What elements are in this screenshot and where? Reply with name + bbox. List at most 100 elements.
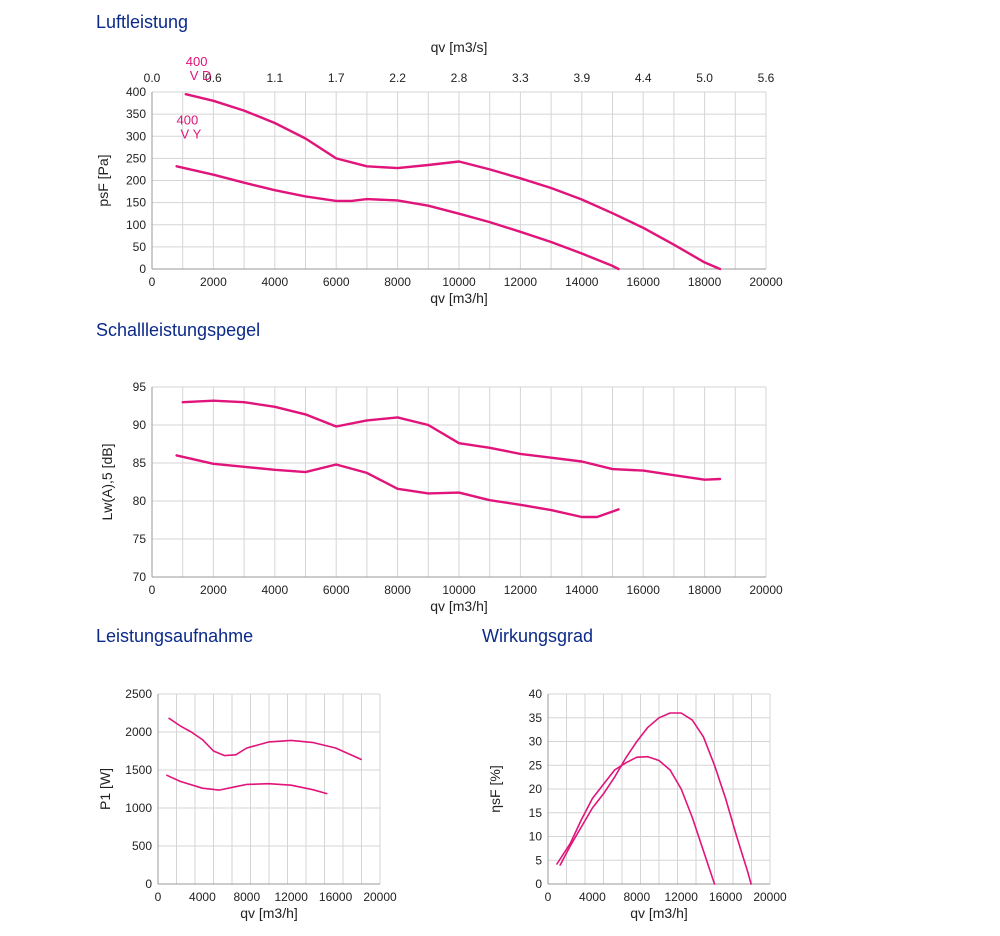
y-axis-label: ηsF [%]	[487, 765, 503, 812]
x2-tick-label: 2.8	[451, 71, 468, 85]
y-tick-label: 10	[529, 830, 543, 844]
y-tick-label: 0	[139, 262, 146, 276]
chart-wirkungsgrad: 0 4000 8000 12000 16000 20000 0 5 10 15 20 25 30 35 40…	[487, 687, 787, 921]
x-tick-label: 0	[545, 890, 552, 904]
x-tick-label: 20000	[749, 583, 783, 597]
series-line	[168, 717, 362, 761]
title-schallleistungspegel: Schallleistungspegel	[96, 320, 261, 340]
y-tick-label: 20	[529, 782, 543, 796]
y-tick-label: 0	[535, 877, 542, 891]
x2-tick-label: 2.2	[389, 71, 406, 85]
x-tick-label: 6000	[323, 583, 350, 597]
chart-luftleistung: 0 2000 4000 6000 8000 10000 12000 14000 16000 180…	[95, 39, 783, 306]
x-tick-label: 12000	[275, 890, 309, 904]
y-axis-label: psF [Pa]	[95, 154, 111, 206]
y-tick-label: 15	[529, 806, 543, 820]
x-tick-label: 12000	[504, 583, 538, 597]
x2-tick-label: 5.0	[696, 71, 713, 85]
x2-tick-label: 5.6	[758, 71, 775, 85]
x-tick-label: 0	[155, 890, 162, 904]
series-line	[559, 712, 752, 885]
x-tick-label: 0	[149, 275, 156, 289]
x-tick-label: 18000	[688, 583, 722, 597]
y-tick-label: 150	[126, 196, 146, 210]
x-tick-label: 18000	[688, 275, 722, 289]
y-tick-label: 2500	[125, 687, 152, 701]
y-tick-label: 1000	[125, 801, 152, 815]
title-luftleistung: Luftleistung	[96, 12, 189, 32]
y-tick-label: 35	[529, 711, 543, 725]
y-tick-label: 25	[529, 758, 543, 772]
x-tick-label: 12000	[665, 890, 699, 904]
y-tick-label: 70	[133, 570, 147, 584]
series-line	[175, 454, 620, 519]
title-leistungsaufnahme: Leistungsaufnahme	[96, 626, 254, 646]
y-tick-label: 300	[126, 129, 146, 143]
x-tick-label: 16000	[319, 890, 353, 904]
x-tick-label: 16000	[627, 583, 661, 597]
x-tick-label: 4000	[261, 275, 288, 289]
series-line	[166, 774, 328, 795]
x-tick-label: 8000	[233, 890, 260, 904]
title-wirkungsgrad: Wirkungsgrad	[482, 626, 594, 646]
x-tick-label: 14000	[565, 275, 599, 289]
x-tick-label: 2000	[200, 275, 227, 289]
series-label: V D	[190, 68, 212, 83]
x-tick-label: 4000	[261, 583, 288, 597]
x-tick-label: 20000	[753, 890, 787, 904]
x-axis-label: qv [m3/h]	[430, 290, 488, 306]
x-tick-label: 8000	[384, 275, 411, 289]
y-tick-label: 200	[126, 174, 146, 188]
x-tick-label: 16000	[709, 890, 743, 904]
x-tick-label: 20000	[749, 275, 783, 289]
series-line	[175, 165, 620, 271]
y-tick-label: 30	[529, 735, 543, 749]
y-tick-label: 40	[529, 687, 543, 701]
y-tick-label: 85	[133, 456, 147, 470]
x-axis-label: qv [m3/h]	[630, 905, 688, 921]
x-tick-label: 2000	[200, 583, 227, 597]
y-tick-label: 80	[133, 494, 147, 508]
x2-axis-label: qv [m3/s]	[431, 39, 488, 55]
series-line	[184, 93, 722, 271]
x-tick-label: 4000	[189, 890, 216, 904]
x2-tick-label: 1.7	[328, 71, 345, 85]
y-tick-label: 1500	[125, 763, 152, 777]
y-tick-label: 75	[133, 532, 147, 546]
series-line	[556, 755, 716, 885]
x2-tick-label: 3.9	[573, 71, 590, 85]
y-tick-label: 95	[133, 380, 147, 394]
y-axis-label: P1 [W]	[97, 768, 113, 810]
chart-leistungsaufnahme: 0 4000 8000 12000 16000 20000 0 500 1000 1500 2000…	[97, 687, 397, 921]
x-tick-label: 14000	[565, 583, 599, 597]
x-axis-label: qv [m3/h]	[240, 905, 298, 921]
x-tick-label: 8000	[384, 583, 411, 597]
y-tick-label: 100	[126, 218, 146, 232]
series-label: V Y	[181, 126, 202, 141]
x-axis-label: qv [m3/h]	[430, 598, 488, 614]
x2-tick-label: 1.1	[266, 71, 283, 85]
y-tick-label: 90	[133, 418, 147, 432]
x2-tick-label: 4.4	[635, 71, 652, 85]
x2-tick-label: 0.6	[205, 71, 222, 85]
chart-schallleistungspegel: 0 2000 4000 6000 8000 10000 12000 14000 16000 180…	[99, 380, 783, 614]
y-axis-label: Lw(A),5 [dB]	[99, 443, 115, 520]
y-tick-label: 500	[132, 839, 152, 853]
y-tick-label: 250	[126, 151, 146, 165]
x-tick-label: 4000	[579, 890, 606, 904]
x-tick-label: 16000	[627, 275, 661, 289]
x2-tick-label: 3.3	[512, 71, 529, 85]
y-tick-label: 50	[133, 240, 147, 254]
x-tick-label: 10000	[442, 275, 476, 289]
y-tick-label: 0	[145, 877, 152, 891]
x-tick-label: 0	[149, 583, 156, 597]
x-tick-label: 10000	[442, 583, 476, 597]
x-tick-label: 6000	[323, 275, 350, 289]
x-tick-label: 12000	[504, 275, 538, 289]
y-tick-label: 400	[126, 85, 146, 99]
series-line	[181, 399, 722, 481]
x2-tick-label: 0.0	[144, 71, 161, 85]
x-tick-label: 20000	[363, 890, 397, 904]
y-tick-label: 350	[126, 107, 146, 121]
